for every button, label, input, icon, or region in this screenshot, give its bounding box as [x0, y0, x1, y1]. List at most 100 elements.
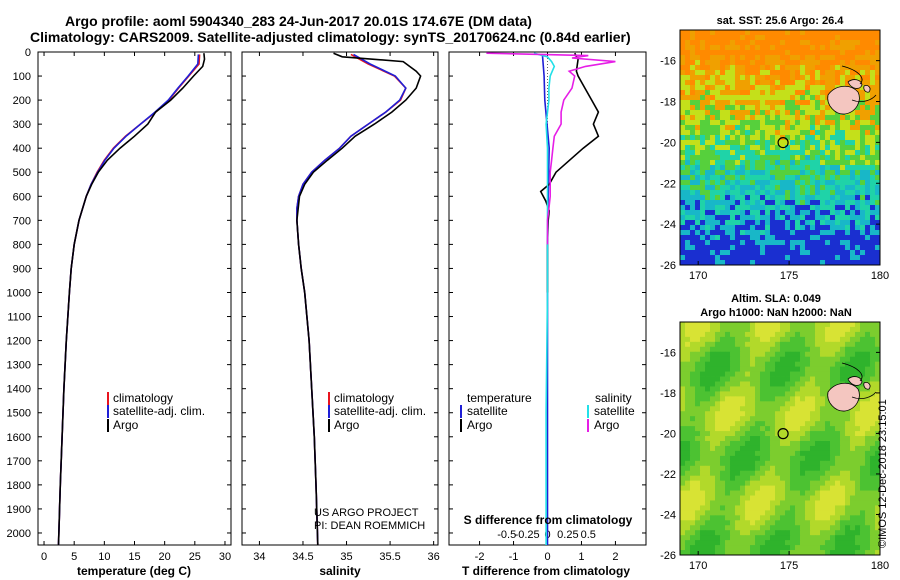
- map-cell: [800, 485, 806, 491]
- map-cell: [790, 110, 796, 116]
- map-cell: [715, 361, 721, 368]
- map-cell: [755, 341, 761, 348]
- map-cell: [840, 35, 846, 41]
- map-cell: [865, 445, 871, 452]
- map-cell: [715, 145, 721, 151]
- map-cell: [750, 155, 756, 161]
- map-cell: [815, 356, 821, 363]
- map-cell: [780, 341, 786, 348]
- map-cell: [770, 401, 776, 407]
- map-cell: [830, 150, 836, 156]
- map-cell: [870, 90, 876, 96]
- map-cell: [760, 95, 766, 101]
- map-cell: [685, 165, 691, 171]
- map-cell: [810, 200, 816, 206]
- map-cell: [725, 125, 731, 131]
- map-cell: [695, 366, 701, 372]
- map-cell: [820, 210, 826, 216]
- map-cell: [680, 480, 686, 486]
- map-cell: [770, 500, 776, 506]
- map-cell: [715, 540, 721, 546]
- map-cell: [745, 170, 751, 176]
- map-cell: [800, 426, 806, 432]
- map-cell: [710, 431, 716, 437]
- map-cell: [710, 490, 716, 496]
- map-cell: [730, 401, 736, 407]
- map-cell: [700, 530, 706, 536]
- map-cell: [785, 90, 791, 96]
- map-cell: [765, 535, 771, 541]
- map-cell: [805, 545, 811, 551]
- map-cell: [765, 255, 771, 261]
- map-cell: [830, 120, 836, 126]
- map-cell: [825, 510, 831, 516]
- map-cell: [740, 490, 746, 496]
- map-cell: [760, 520, 766, 526]
- map-cell: [785, 391, 791, 397]
- map-cell: [680, 520, 686, 526]
- map-cell: [690, 45, 696, 51]
- map-cell: [780, 225, 786, 231]
- map-cell: [685, 200, 691, 206]
- map-cell: [695, 440, 701, 447]
- map-cell: [730, 450, 736, 457]
- map-cell: [870, 336, 876, 343]
- map-cell: [765, 230, 771, 236]
- map-cell: [800, 165, 806, 171]
- map-cell: [870, 530, 876, 536]
- map-cell: [680, 346, 686, 353]
- map-cell: [825, 515, 831, 521]
- map-cell: [755, 510, 761, 516]
- map-cell: [680, 490, 686, 496]
- map-cell: [710, 470, 716, 477]
- map-cell: [765, 411, 771, 417]
- map-cell: [865, 60, 871, 66]
- map-cell: [805, 35, 811, 41]
- map-cell: [840, 150, 846, 156]
- map-cell: [760, 530, 766, 536]
- map-cell: [835, 125, 841, 131]
- map-cell: [735, 426, 741, 432]
- map-cell: [875, 396, 881, 402]
- map-cell: [845, 485, 851, 491]
- map-cell: [800, 550, 806, 556]
- map-cell: [725, 70, 731, 76]
- map-cell: [705, 40, 711, 46]
- map-cell: [820, 351, 826, 358]
- map-cell: [865, 35, 871, 41]
- map-cell: [850, 260, 856, 266]
- map-cell: [705, 416, 711, 422]
- map-cell: [865, 336, 871, 343]
- map-cell: [840, 210, 846, 216]
- map-cell: [790, 490, 796, 496]
- map-cell: [770, 195, 776, 201]
- map-cell: [690, 125, 696, 131]
- map-cell: [695, 130, 701, 136]
- map-cell: [825, 30, 831, 36]
- map-cell: [840, 200, 846, 206]
- map-cell: [680, 55, 686, 61]
- map-cell: [680, 431, 686, 437]
- map-cell: [720, 490, 726, 496]
- map-cell: [740, 120, 746, 126]
- map-cell: [710, 175, 716, 181]
- map-cell: [815, 500, 821, 506]
- map-cell: [715, 85, 721, 91]
- map-cell: [790, 331, 796, 338]
- map-cell: [870, 135, 876, 141]
- map-cell: [845, 470, 851, 477]
- map-cell: [820, 145, 826, 151]
- map-cell: [710, 386, 716, 392]
- map-cell: [875, 105, 881, 111]
- map-cell: [860, 416, 866, 422]
- map-cell: [795, 120, 801, 126]
- map-cell: [745, 322, 751, 328]
- map-cell: [835, 215, 841, 221]
- map-cell: [805, 200, 811, 206]
- map-cell: [760, 195, 766, 201]
- map-cell: [715, 356, 721, 363]
- map-cell: [680, 371, 686, 377]
- map-cell: [690, 386, 696, 392]
- map-cell: [820, 115, 826, 121]
- map-cell: [860, 70, 866, 76]
